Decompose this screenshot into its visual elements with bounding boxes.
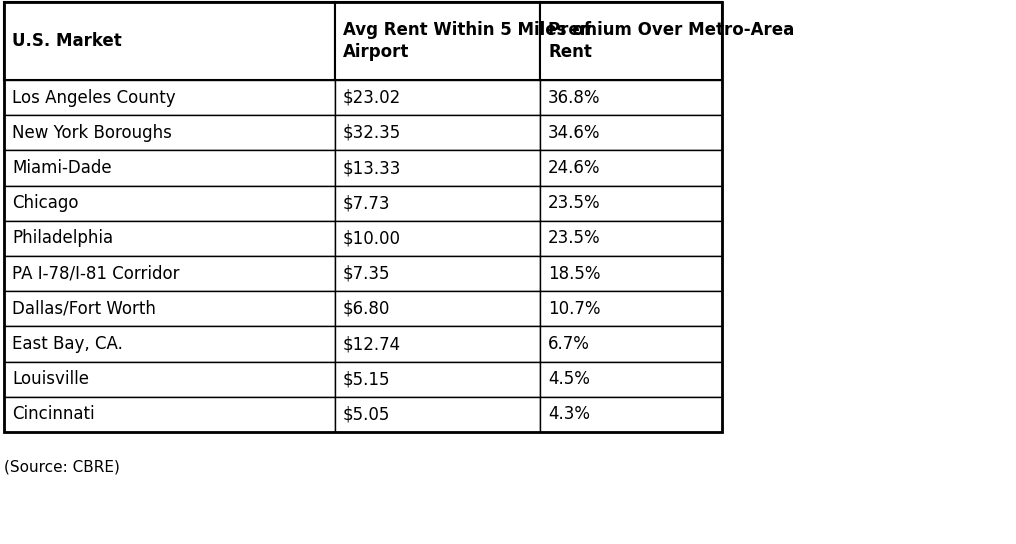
Text: Chicago: Chicago [12, 194, 78, 212]
Text: U.S. Market: U.S. Market [12, 32, 122, 50]
Bar [4, 2, 335, 80]
Bar [4, 186, 335, 221]
Text: 23.5%: 23.5% [548, 230, 600, 248]
Text: $5.15: $5.15 [343, 370, 390, 388]
Text: Premium Over Metro-Area
Rent: Premium Over Metro-Area Rent [548, 21, 795, 61]
Bar [4, 150, 335, 186]
Bar [539, 2, 722, 80]
Text: $32.35: $32.35 [343, 124, 401, 142]
Bar [335, 2, 539, 80]
Bar [4, 326, 335, 362]
Bar [335, 115, 539, 150]
Text: Los Angeles County: Los Angeles County [12, 89, 176, 107]
Text: $10.00: $10.00 [343, 230, 401, 248]
Bar [539, 362, 722, 397]
Text: 6.7%: 6.7% [548, 335, 590, 353]
Text: $7.35: $7.35 [343, 264, 390, 282]
Bar [4, 291, 335, 326]
Text: East Bay, CA.: East Bay, CA. [12, 335, 123, 353]
Text: $12.74: $12.74 [343, 335, 401, 353]
Text: Dallas/Fort Worth: Dallas/Fort Worth [12, 300, 155, 318]
Bar [539, 150, 722, 186]
Bar [335, 221, 539, 256]
Bar [335, 256, 539, 291]
Text: 10.7%: 10.7% [548, 300, 600, 318]
Bar [539, 256, 722, 291]
Text: $6.80: $6.80 [343, 300, 390, 318]
Bar [335, 326, 539, 362]
Bar [539, 115, 722, 150]
Text: Philadelphia: Philadelphia [12, 230, 113, 248]
Text: PA I-78/I-81 Corridor: PA I-78/I-81 Corridor [12, 264, 180, 282]
Bar [335, 186, 539, 221]
Text: (Source: CBRE): (Source: CBRE) [4, 460, 120, 475]
Bar [4, 221, 335, 256]
Text: 4.3%: 4.3% [548, 405, 590, 423]
Bar [335, 397, 539, 432]
Text: 18.5%: 18.5% [548, 264, 600, 282]
Text: Miami-Dade: Miami-Dade [12, 159, 112, 177]
Text: 34.6%: 34.6% [548, 124, 600, 142]
Text: Avg Rent Within 5 Miles of
Airport: Avg Rent Within 5 Miles of Airport [343, 21, 591, 61]
Text: New York Boroughs: New York Boroughs [12, 124, 172, 142]
Text: 4.5%: 4.5% [548, 370, 590, 388]
Bar [4, 115, 335, 150]
Text: 24.6%: 24.6% [548, 159, 600, 177]
Text: $13.33: $13.33 [343, 159, 401, 177]
Bar [4, 397, 335, 432]
Text: Louisville: Louisville [12, 370, 89, 388]
Bar [4, 256, 335, 291]
Bar [539, 80, 722, 115]
Bar [539, 221, 722, 256]
Text: $7.73: $7.73 [343, 194, 390, 212]
Bar [335, 150, 539, 186]
Bar [539, 291, 722, 326]
Bar [4, 362, 335, 397]
Bar [539, 397, 722, 432]
Text: 23.5%: 23.5% [548, 194, 600, 212]
Text: 36.8%: 36.8% [548, 89, 600, 107]
Bar [335, 291, 539, 326]
Bar [4, 80, 335, 115]
Bar [335, 362, 539, 397]
Text: Cincinnati: Cincinnati [12, 405, 94, 423]
Bar [4, 2, 722, 432]
Text: $23.02: $23.02 [343, 89, 401, 107]
Text: $5.05: $5.05 [343, 405, 390, 423]
Bar [335, 80, 539, 115]
Bar [539, 326, 722, 362]
Bar [539, 186, 722, 221]
